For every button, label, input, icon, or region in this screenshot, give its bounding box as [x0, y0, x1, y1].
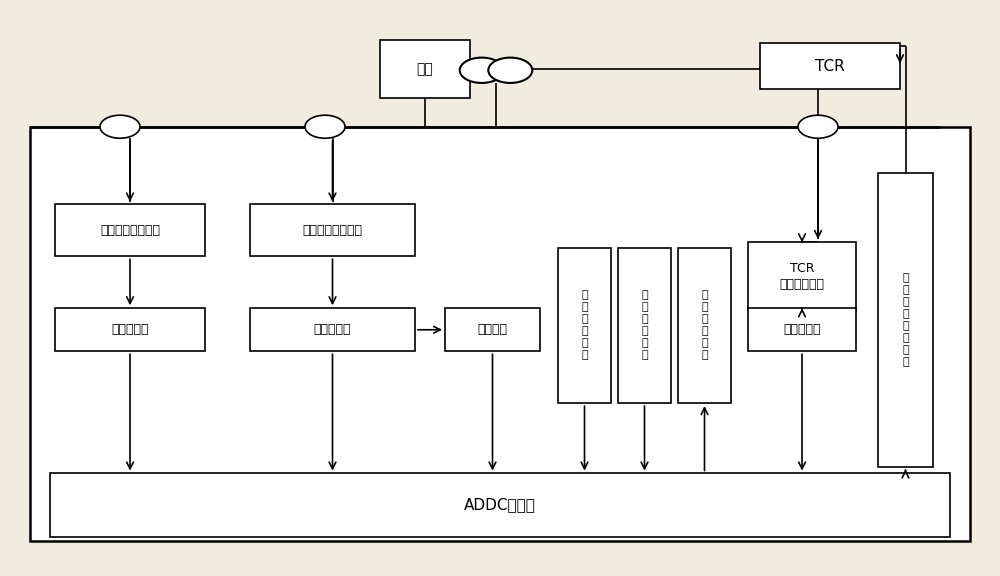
Bar — [250, 204, 415, 256]
Circle shape — [488, 58, 532, 83]
Bar — [760, 43, 900, 89]
Bar — [878, 173, 933, 467]
Text: 六
相
脉
冲
输
出
模
块: 六 相 脉 冲 输 出 模 块 — [902, 272, 909, 367]
Text: 带通滤波器: 带通滤波器 — [111, 323, 149, 336]
Bar — [445, 308, 540, 351]
Text: 母线电压采样模块: 母线电压采样模块 — [302, 224, 362, 237]
Bar — [678, 248, 731, 403]
Bar — [380, 40, 470, 98]
Text: TCR: TCR — [815, 59, 845, 74]
Text: 带通滤波器: 带通滤波器 — [783, 323, 821, 336]
Circle shape — [100, 115, 140, 138]
Bar — [748, 308, 856, 351]
Text: 手
动
电
压
输
入: 手 动 电 压 输 入 — [581, 290, 588, 361]
Bar — [250, 308, 415, 351]
Bar — [55, 308, 205, 351]
Bar — [30, 127, 970, 541]
Text: 带通滤波器: 带通滤波器 — [314, 323, 351, 336]
Circle shape — [305, 115, 345, 138]
Text: 投
切
信
号
输
入: 投 切 信 号 输 入 — [641, 290, 648, 361]
Text: 受电电流采样模块: 受电电流采样模块 — [100, 224, 160, 237]
Text: 电网: 电网 — [417, 62, 433, 76]
Bar — [55, 204, 205, 256]
Text: ADDC控制器: ADDC控制器 — [464, 498, 536, 513]
Text: 同步检测: 同步检测 — [478, 323, 508, 336]
Circle shape — [798, 115, 838, 138]
Circle shape — [460, 58, 504, 83]
Bar — [618, 248, 671, 403]
Text: TCR
电流采样模块: TCR 电流采样模块 — [780, 262, 824, 291]
Bar — [558, 248, 611, 403]
Bar — [748, 242, 856, 311]
Text: 继
电
器
点
输
出: 继 电 器 点 输 出 — [701, 290, 708, 361]
Bar — [50, 473, 950, 537]
